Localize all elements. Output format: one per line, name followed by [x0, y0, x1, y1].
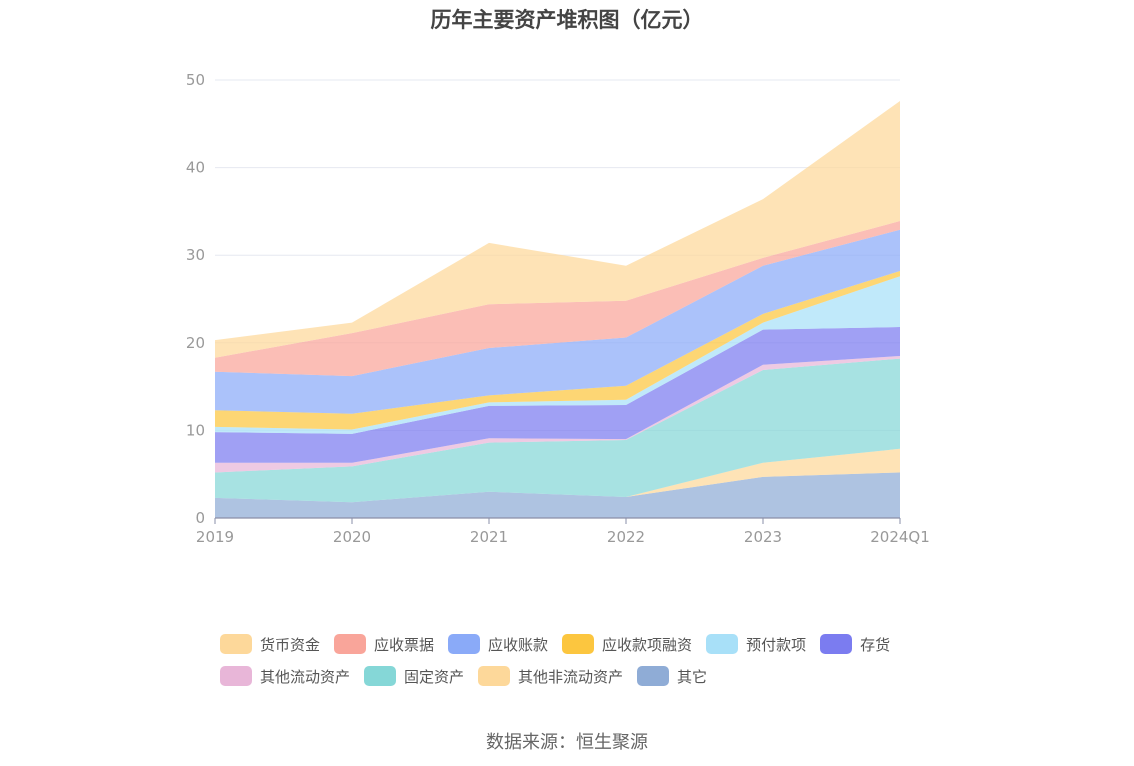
- legend-item[interactable]: 其他流动资产: [220, 666, 350, 687]
- axes: 0 10 20 30 40 50 2019 2020 2021 2022 2023 2024Q1: [186, 71, 930, 546]
- legend-label: 应收账款: [488, 635, 549, 654]
- legend-swatch: [220, 666, 252, 686]
- legend-label: 货币资金: [260, 635, 321, 654]
- legend-label: 应收款项融资: [602, 635, 693, 654]
- area-其它: [215, 472, 900, 518]
- legend-item[interactable]: 固定资产: [364, 666, 464, 687]
- area-预付款项: [215, 276, 900, 434]
- legend-swatch: [820, 634, 853, 654]
- legend-item[interactable]: 存货: [820, 634, 890, 655]
- legend-swatch: [706, 634, 739, 654]
- legend-item[interactable]: 其他非流动资产: [478, 666, 623, 687]
- legend-item[interactable]: 预付款项: [706, 634, 806, 655]
- legend-label: 应收票据: [374, 635, 435, 654]
- y-tick-label: 30: [186, 246, 205, 264]
- legend: 货币资金 应收票据 应收账款 应收款项融资 预付款项 存货 其他流动资产 固定资产 其他非流动…: [220, 628, 940, 692]
- area-应收款项融资: [215, 270, 900, 430]
- x-tick-label: 2024Q1: [870, 528, 930, 546]
- legend-swatch: [448, 634, 481, 654]
- legend-item[interactable]: 应收票据: [334, 634, 434, 655]
- legend-label: 存货: [860, 635, 891, 654]
- y-tick-label: 40: [186, 159, 205, 177]
- legend-swatch: [478, 666, 511, 686]
- legend-swatch: [334, 634, 367, 654]
- area-存货: [215, 327, 900, 463]
- area-series: [215, 101, 900, 518]
- legend-row: 货币资金 应收票据 应收账款 应收款项融资 预付款项 存货: [220, 628, 940, 660]
- y-tick-label: 20: [186, 334, 205, 352]
- area-应收票据: [215, 221, 900, 377]
- legend-swatch: [364, 666, 397, 686]
- legend-label: 预付款项: [746, 635, 807, 654]
- legend-label: 其他非流动资产: [518, 667, 624, 686]
- area-货币资金: [215, 101, 900, 358]
- legend-label: 其他流动资产: [260, 667, 351, 686]
- data-source: 数据来源：恒生聚源: [486, 732, 648, 753]
- area-应收账款: [215, 229, 900, 414]
- legend-item[interactable]: 其它: [637, 666, 707, 687]
- y-tick-label: 50: [186, 71, 205, 89]
- chart-title: 历年主要资产堆积图（亿元）: [430, 8, 704, 32]
- legend-swatch: [220, 634, 252, 654]
- area-其他非流动资产: [215, 448, 900, 503]
- y-tick-label: 10: [186, 421, 205, 439]
- legend-item[interactable]: 应收款项融资: [562, 634, 692, 655]
- x-tick-label: 2019: [196, 528, 234, 546]
- legend-swatch: [637, 666, 670, 686]
- x-tick-label: 2020: [333, 528, 371, 546]
- legend-label: 固定资产: [404, 667, 465, 686]
- legend-row: 其他流动资产 固定资产 其他非流动资产 其它: [220, 660, 940, 692]
- legend-swatch: [562, 634, 595, 654]
- x-tick-label: 2023: [744, 528, 782, 546]
- legend-label: 其它: [677, 667, 708, 686]
- x-tick-label: 2022: [607, 528, 645, 546]
- area-固定资产: [215, 358, 900, 503]
- legend-item[interactable]: 应收账款: [448, 634, 548, 655]
- area-其他流动资产: [215, 355, 900, 473]
- x-tick-label: 2021: [470, 528, 508, 546]
- y-tick-label: 0: [195, 509, 205, 527]
- legend-item[interactable]: 货币资金: [220, 634, 320, 655]
